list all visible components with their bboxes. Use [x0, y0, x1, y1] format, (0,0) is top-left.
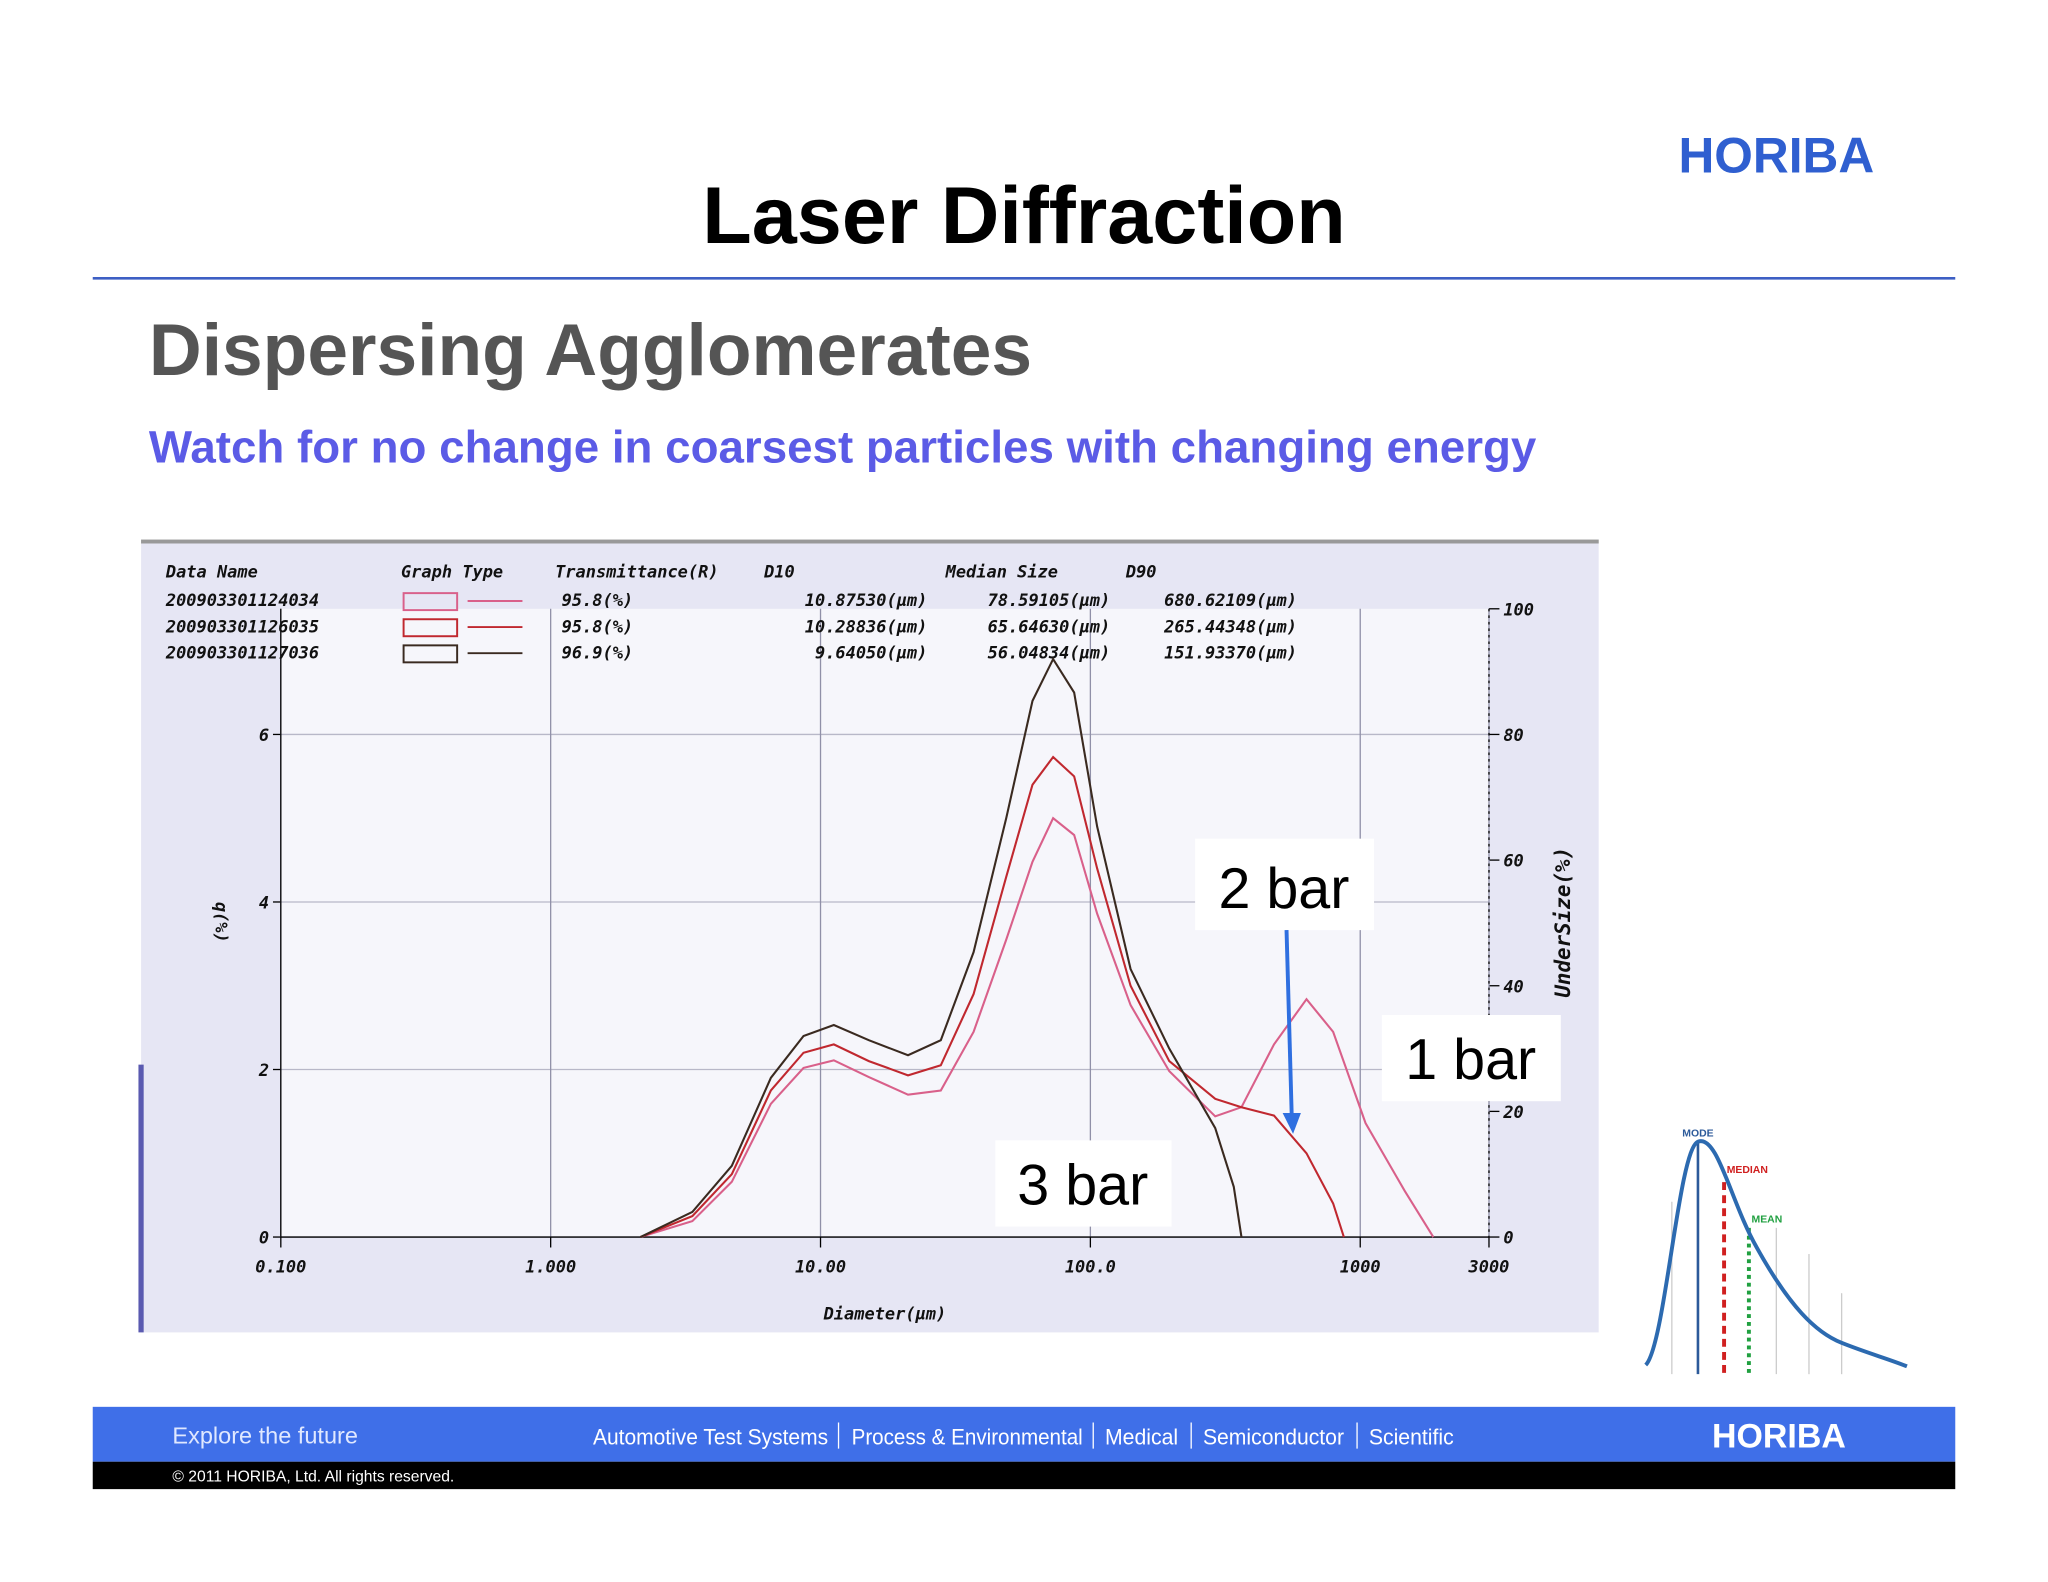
y-axis-label: q(%) [211, 902, 231, 943]
legend-name: 200903301126035 [165, 617, 319, 637]
logo: HORIBA [1678, 128, 1874, 184]
x-tick-label: 0.100 [255, 1257, 306, 1277]
y2-tick-label: 40 [1503, 977, 1523, 997]
legend-d90: 680.62109(μm) [1164, 591, 1297, 611]
division: Medical [1105, 1425, 1178, 1450]
legend-d10: 10.87530(μm) [805, 591, 928, 611]
legend-swatch [402, 644, 459, 664]
legend-transmittance: 95.8(%) [562, 617, 634, 637]
legend-d90: 265.44348(μm) [1163, 617, 1297, 637]
series-line [640, 755, 1345, 1239]
legend-d10: 10.28836(μm) [805, 617, 928, 637]
series-line [639, 656, 1243, 1238]
y-tick-label: 6 [259, 726, 269, 746]
inset [1643, 1123, 1907, 1375]
footer-logo: HORIBA [1712, 1417, 1846, 1455]
series-line [640, 816, 1435, 1239]
division: Scientific [1369, 1425, 1454, 1450]
x-tick-label: 3000 [1468, 1257, 1510, 1277]
tagline: Explore the future [172, 1422, 358, 1448]
annotation: 3 bar [1017, 1153, 1148, 1217]
heading: Dispersing Agglomerates [149, 310, 1032, 391]
annotation-box [1381, 1015, 1561, 1102]
legend-median: 56.04834(μm) [988, 643, 1111, 663]
legend-header: Median Size [945, 562, 1058, 582]
subheading: Watch for no change in coarsest particle… [149, 422, 1537, 473]
legend-swatch [402, 618, 459, 638]
legend-median: 78.59105(μm) [988, 591, 1111, 611]
panel-edge [141, 539, 1599, 544]
x-tick-label: 1.000 [525, 1257, 576, 1277]
inset-label: MEAN [1752, 1215, 1783, 1226]
legend-median: 65.64630(μm) [988, 617, 1111, 637]
y2-tick-label: 100 [1503, 600, 1534, 620]
division: Automotive Test Systems [593, 1425, 828, 1450]
title: Laser Diffraction [702, 171, 1345, 261]
legend-swatch [402, 592, 459, 612]
x-axis-label: Diameter(μm) [823, 1304, 947, 1324]
legend-header: Graph Type [401, 562, 503, 582]
legend-transmittance: 95.8(%) [562, 591, 634, 611]
annotation-arrowhead [1282, 1112, 1301, 1134]
y2-axis-label: UnderSize(%) [1551, 847, 1575, 998]
inset-label: MEDIAN [1727, 1165, 1768, 1176]
x-tick-label: 10.00 [795, 1257, 846, 1277]
legend-transmittance: 96.9(%) [562, 643, 634, 663]
legend-name: 200903301124034 [165, 591, 319, 611]
y-tick-label: 0 [259, 1229, 269, 1249]
annotation-arrow [1284, 930, 1294, 1117]
annotation: 1 bar [1405, 1028, 1536, 1092]
x-tick-label: 1000 [1340, 1257, 1381, 1277]
annotation-box [1195, 838, 1375, 931]
legend-header: Data Name [165, 562, 258, 582]
x-tick-label: 100.0 [1065, 1257, 1116, 1277]
annotation-box [995, 1140, 1172, 1227]
footer-bar [92, 1406, 1956, 1462]
legend-name: 200903301127036 [165, 643, 319, 663]
y2-tick-label: 20 [1502, 1103, 1523, 1123]
annotation: 2 bar [1218, 857, 1349, 921]
copyright: © 2011 HORIBA, Ltd. All rights reserved. [172, 1468, 454, 1485]
legend-d10: 9.64050(μm) [815, 643, 927, 663]
legend-d90: 151.93370(μm) [1164, 643, 1297, 663]
panel-edge [138, 1064, 144, 1333]
y2-tick-label: 80 [1503, 726, 1523, 746]
legend-header: D10 [763, 562, 795, 582]
y2-tick-label: 60 [1503, 852, 1523, 872]
inset-label: MODE [1682, 1128, 1713, 1139]
inset-graphic: MODE MEDIAN MEAN [1644, 1128, 1908, 1375]
legend-header: Transmittance(R) [555, 562, 718, 582]
division: Process & Environmental [852, 1425, 1083, 1450]
legend-header: D90 [1125, 562, 1157, 582]
copyright-bar [92, 1461, 1956, 1490]
y-tick-label: 2 [258, 1061, 269, 1081]
inset-curve [1644, 1139, 1908, 1369]
y-tick-label: 4 [259, 894, 269, 914]
division: Semiconductor [1203, 1425, 1345, 1450]
y2-tick-label: 0 [1503, 1229, 1513, 1249]
